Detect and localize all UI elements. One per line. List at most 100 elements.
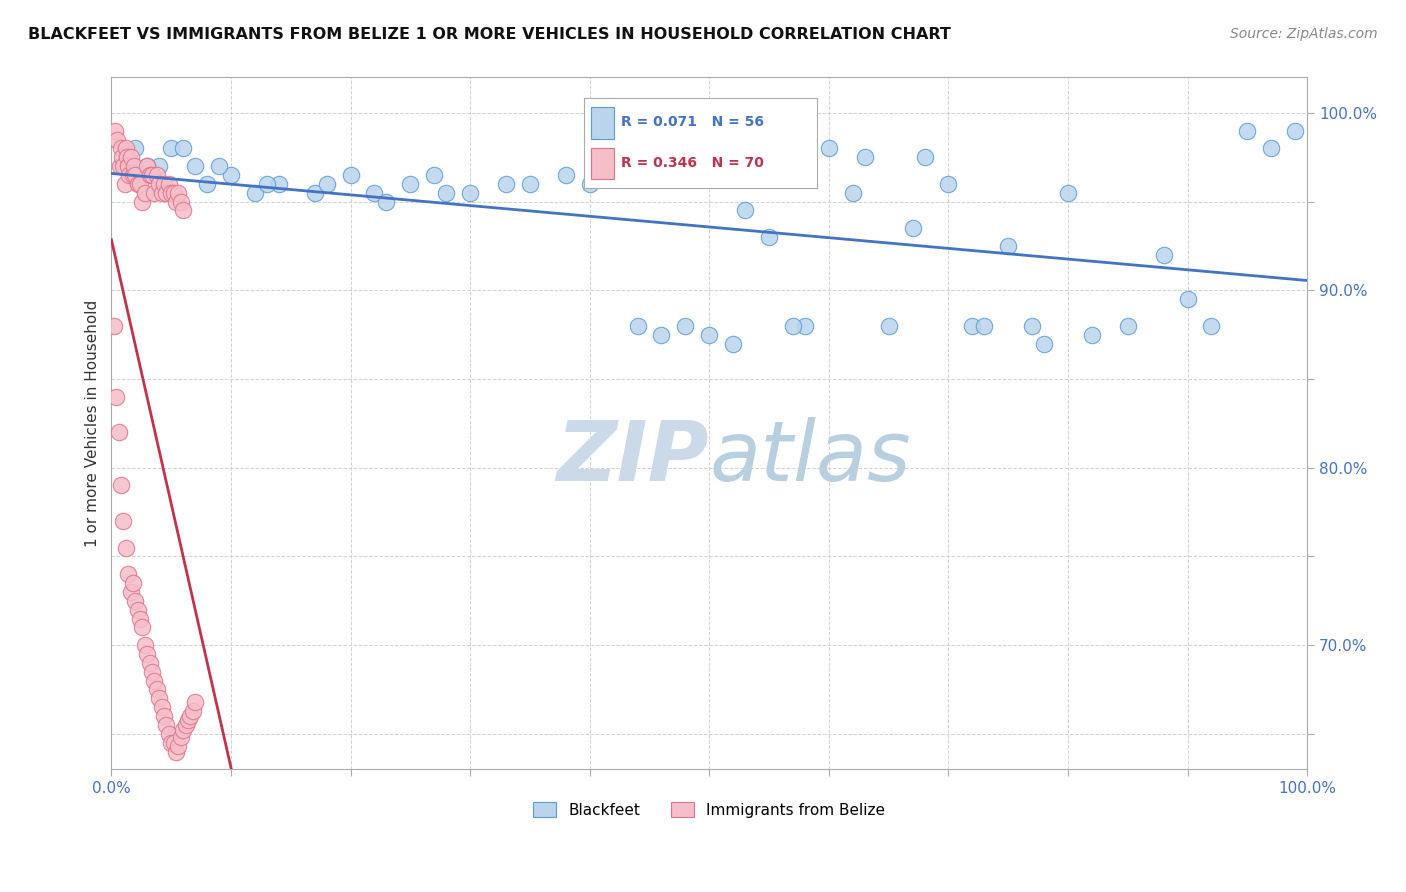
Point (1260, 141, 1282, 155)
Point (1057, 186, 1080, 200)
Point (136, 647, 159, 661)
Point (734, 203, 756, 218)
Point (157, 177, 180, 191)
Text: BLACKFEET VS IMMIGRANTS FROM BELIZE 1 OR MORE VEHICLES IN HOUSEHOLD CORRELATION : BLACKFEET VS IMMIGRANTS FROM BELIZE 1 OR… (28, 27, 950, 42)
Point (167, 186, 190, 200)
Point (155, 186, 177, 200)
Point (458, 186, 481, 200)
Point (117, 567, 139, 582)
Point (315, 177, 337, 191)
Point (150, 186, 173, 200)
Point (973, 318, 995, 333)
Point (172, 203, 194, 218)
Point (1177, 292, 1199, 306)
Point (162, 736, 184, 750)
Point (146, 682, 169, 697)
Point (901, 221, 924, 235)
Point (150, 700, 173, 714)
Point (162, 186, 184, 200)
Point (519, 177, 541, 191)
Point (127, 177, 149, 191)
Point (219, 168, 242, 182)
Point (107, 425, 129, 440)
Point (721, 336, 744, 351)
Point (122, 576, 145, 591)
Point (131, 620, 153, 634)
Point (103, 318, 125, 333)
Point (997, 239, 1019, 253)
Point (134, 186, 156, 200)
Point (495, 177, 517, 191)
Point (120, 150, 142, 164)
Point (124, 594, 146, 608)
Point (578, 177, 600, 191)
Point (1284, 123, 1306, 137)
Point (122, 168, 145, 182)
Point (117, 159, 139, 173)
Point (143, 673, 166, 688)
Point (423, 168, 446, 182)
Point (167, 739, 190, 754)
Point (172, 723, 194, 738)
Point (141, 168, 163, 182)
Legend: Blackfeet, Immigrants from Belize: Blackfeet, Immigrants from Belize (527, 796, 891, 824)
Point (1021, 318, 1043, 333)
Point (134, 638, 156, 652)
Point (853, 150, 876, 164)
Point (554, 168, 576, 182)
Text: atlas: atlas (709, 417, 911, 499)
Point (256, 177, 278, 191)
Point (793, 318, 815, 333)
Point (434, 186, 457, 200)
Point (129, 611, 152, 625)
Point (165, 745, 187, 759)
Point (160, 141, 183, 155)
Point (1033, 336, 1056, 351)
Point (148, 177, 170, 191)
Point (143, 186, 166, 200)
Point (136, 159, 159, 173)
Point (111, 150, 134, 164)
Point (195, 177, 218, 191)
Point (112, 514, 135, 528)
Point (758, 230, 780, 244)
Point (697, 327, 720, 342)
Point (104, 123, 127, 137)
Point (138, 656, 160, 670)
Point (138, 168, 160, 182)
Text: ZIP: ZIP (557, 417, 709, 499)
Point (170, 194, 193, 209)
Point (153, 709, 176, 723)
Point (141, 665, 163, 679)
Point (153, 177, 176, 191)
Point (184, 159, 207, 173)
Point (124, 141, 146, 155)
Point (267, 177, 290, 191)
Point (155, 718, 177, 732)
Point (243, 186, 266, 200)
Point (184, 695, 207, 709)
Point (673, 318, 696, 333)
Point (339, 168, 361, 182)
Point (105, 132, 128, 146)
Point (112, 159, 135, 173)
Y-axis label: 1 or more Vehicles in Household: 1 or more Vehicles in Household (86, 300, 100, 547)
Point (165, 194, 187, 209)
Point (160, 186, 183, 200)
Point (114, 177, 136, 191)
Point (1116, 318, 1139, 333)
Point (914, 150, 936, 164)
Point (1081, 327, 1104, 342)
Point (962, 318, 984, 333)
Point (170, 731, 193, 745)
Point (375, 194, 398, 209)
Point (148, 691, 170, 706)
Point (818, 141, 841, 155)
Point (124, 168, 146, 182)
Point (181, 704, 204, 718)
Point (1153, 248, 1175, 262)
Point (626, 318, 648, 333)
Point (127, 602, 149, 616)
Point (172, 141, 194, 155)
Point (110, 478, 132, 492)
